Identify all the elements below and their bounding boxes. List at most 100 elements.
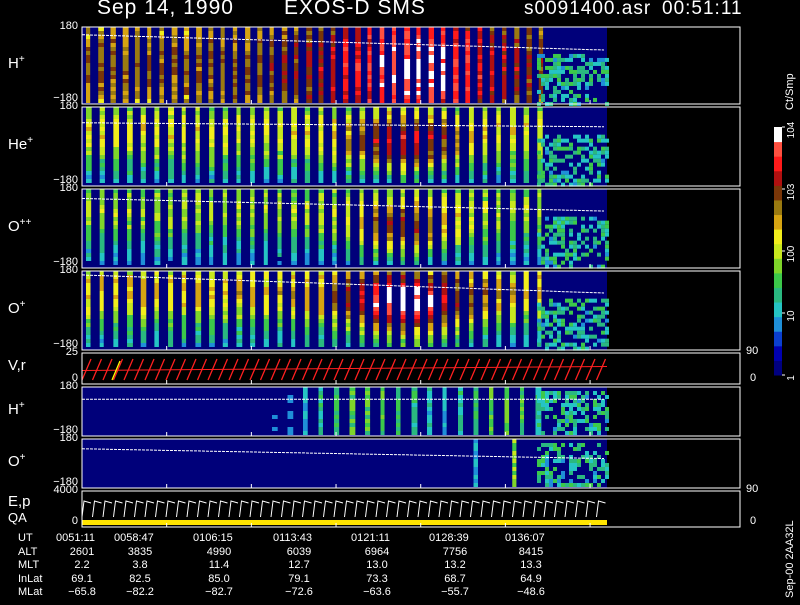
footer-cell: 7756 <box>442 545 468 558</box>
heatmap-cell <box>168 327 174 331</box>
heatmap-cell <box>147 87 152 91</box>
heatmap-cell <box>569 69 573 74</box>
heatmap-cell <box>349 403 356 407</box>
heatmap-cell <box>245 39 251 43</box>
heatmap-cell <box>477 67 483 71</box>
heatmap-cell <box>154 291 159 295</box>
heatmap-cell <box>373 271 380 275</box>
heatmap-cell <box>581 174 585 179</box>
heatmap-cell <box>232 99 238 103</box>
heatmap-cell <box>86 87 91 91</box>
footer-cell: 85.0 <box>208 572 230 585</box>
heatmap-cell <box>281 83 288 87</box>
heatmap-cell <box>250 221 255 225</box>
y-tick-bottom: −180 <box>53 92 78 104</box>
heatmap-cell <box>597 154 601 159</box>
heatmap-cell <box>427 403 433 407</box>
heatmap-cell <box>441 257 447 261</box>
heatmap-cell <box>441 283 448 287</box>
heatmap-cell <box>489 387 494 391</box>
heatmap-cell <box>553 338 557 343</box>
heatmap-cell <box>468 205 475 209</box>
heatmap-cell <box>127 217 132 221</box>
heatmap-cell <box>245 99 251 103</box>
heatmap-cell <box>334 407 340 411</box>
heatmap-cell <box>232 75 238 79</box>
heatmap-cell <box>222 197 228 201</box>
heatmap-cell <box>318 407 323 411</box>
heatmap-cell <box>183 51 190 55</box>
heatmap-cell <box>523 275 529 279</box>
heatmap-cell <box>304 131 311 135</box>
heatmap-cell <box>140 135 146 139</box>
heatmap-cell <box>573 395 577 399</box>
heatmap-cell <box>489 59 495 63</box>
heatmap-cell <box>373 287 380 291</box>
heatmap-cell <box>589 182 593 187</box>
heatmap-cell <box>147 67 152 71</box>
heatmap-cell <box>367 87 372 91</box>
heatmap-cell <box>473 403 479 407</box>
heatmap-cell <box>441 119 447 123</box>
heatmap-cell <box>453 35 459 39</box>
heatmap-cell <box>332 225 337 229</box>
heatmap-cell <box>509 111 516 115</box>
heatmap-cell <box>245 31 251 35</box>
heatmap-cell <box>404 31 411 35</box>
heatmap-cell <box>127 107 133 111</box>
heatmap-cell <box>127 175 133 179</box>
heatmap-cell <box>427 221 433 225</box>
heatmap-cell <box>318 311 325 315</box>
colorbar-segment <box>774 287 782 303</box>
heatmap-cell <box>455 287 460 291</box>
heatmap-cell <box>127 171 133 175</box>
heatmap-cell <box>99 193 105 197</box>
heatmap-cell <box>523 119 530 123</box>
heatmap-cell <box>414 261 420 265</box>
heatmap-cell <box>440 27 446 31</box>
heatmap-cell <box>396 407 401 411</box>
heatmap-cell <box>281 63 288 67</box>
heatmap-cell <box>127 335 133 339</box>
heatmap-cell <box>236 139 241 143</box>
heatmap-cell <box>196 47 202 51</box>
heatmap-cell <box>597 431 601 435</box>
heatmap-cell <box>537 131 543 135</box>
heatmap-cell <box>428 35 435 39</box>
heatmap-cell <box>127 343 133 347</box>
heatmap-cell <box>386 217 393 221</box>
heatmap-cell <box>573 150 577 155</box>
heatmap-cell <box>209 209 214 213</box>
heatmap-cell <box>171 83 178 87</box>
heatmap-cell <box>86 127 92 131</box>
heatmap-cell <box>455 291 460 295</box>
heatmap-cell <box>277 167 283 171</box>
heatmap-cell <box>414 131 420 135</box>
heatmap-cell <box>414 295 421 299</box>
heatmap-cell <box>441 107 447 111</box>
heatmap-cell <box>569 407 573 411</box>
heatmap-cell <box>196 95 202 99</box>
heatmap-cell <box>455 271 460 275</box>
heatmap-cell <box>250 295 256 299</box>
heatmap-cell <box>455 163 460 167</box>
heatmap-cell <box>593 228 597 233</box>
heatmap-cell <box>222 119 229 123</box>
heatmap-cell <box>236 319 243 323</box>
heatmap-cell <box>269 51 274 55</box>
heatmap-cell <box>565 415 569 419</box>
heatmap-cell <box>373 315 380 319</box>
heatmap-cell <box>291 155 297 159</box>
heatmap-cell <box>195 237 201 241</box>
heatmap-cell <box>585 346 589 351</box>
heatmap-cell <box>416 99 421 103</box>
heatmap-cell <box>537 209 542 213</box>
heatmap-cell <box>181 275 187 279</box>
heatmap-cell <box>391 31 397 35</box>
heatmap-cell <box>400 319 406 323</box>
heatmap-cell <box>168 311 174 315</box>
panel-label-base: O <box>8 299 20 317</box>
heatmap-cell <box>332 249 337 253</box>
y-tick-top: 180 <box>59 432 78 444</box>
heatmap-cell <box>597 423 601 427</box>
